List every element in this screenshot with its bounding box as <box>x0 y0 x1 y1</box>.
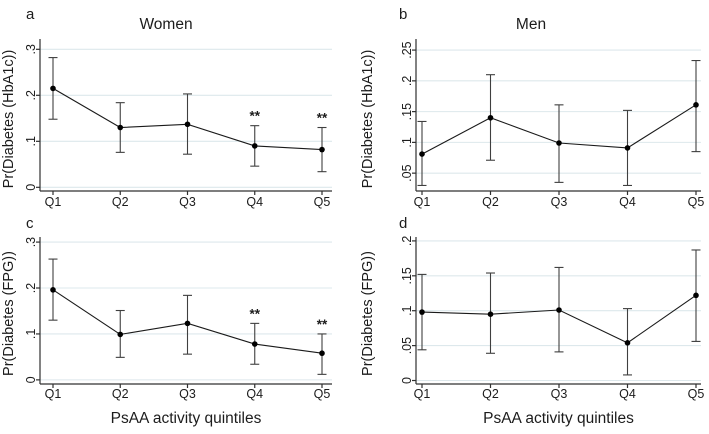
y-tick-label: .25 <box>400 41 414 58</box>
y-tick-label: .1 <box>24 136 38 146</box>
x-tick-label: Q3 <box>551 195 568 209</box>
y-tick-label: .1 <box>400 137 414 147</box>
x-tick-label: Q3 <box>551 387 568 401</box>
y-tick-label: .2 <box>24 283 38 293</box>
y-tick-label: .2 <box>400 76 414 86</box>
data-point-marker <box>556 140 562 146</box>
panel-title: Men <box>516 16 546 33</box>
data-point-marker <box>117 124 124 131</box>
data-point-marker <box>624 340 631 346</box>
x-tick-label: Q5 <box>688 387 705 401</box>
data-point-marker <box>487 311 494 317</box>
y-tick-label: .05 <box>400 164 414 181</box>
data-point-marker <box>693 102 699 108</box>
panel-d-men-fpg: 0 .05 .1 .15 .2 Q1 Q2 Q3 Q4 Q5 d Pr(Diabetes (FPG))… <box>360 215 705 427</box>
x-tick-label: Q1 <box>45 195 62 209</box>
x-axis-title: PsAA activity quintiles <box>111 410 262 427</box>
x-axis-title: PsAA activity quintiles <box>483 410 634 427</box>
y-axis-title: Pr(Diabetes (HbA1c)) <box>360 50 376 189</box>
y-axis-title: Pr(Diabetes (FPG)) <box>1 251 17 376</box>
y-axis-title: Pr(Diabetes (HbA1c)) <box>1 50 17 189</box>
data-point-marker <box>419 309 425 315</box>
y-tick-label: .1 <box>400 305 414 315</box>
x-tick-label: Q4 <box>619 387 636 401</box>
data-point-marker <box>50 287 56 293</box>
data-point-marker <box>251 143 258 149</box>
data-point-marker <box>184 121 191 128</box>
data-point-marker <box>693 292 699 299</box>
x-tick-label: Q3 <box>179 387 196 401</box>
panel-letter: a <box>26 6 35 23</box>
y-tick-label: 0 <box>24 376 38 383</box>
data-point-marker <box>117 331 124 338</box>
y-tick-label: .15 <box>400 267 414 284</box>
y-tick-label: .2 <box>24 90 38 100</box>
x-tick-label: Q3 <box>179 195 196 209</box>
y-tick-label: 0 <box>24 184 38 191</box>
data-point-marker <box>624 145 631 151</box>
x-tick-label: Q2 <box>482 195 499 209</box>
x-tick-label: Q4 <box>246 387 263 401</box>
panel-a-women-hba1c: 0 .1 .2 .3 Q1 Q2 Q3 Q4 Q5 ** ** a Women Pr(Diabetes (… <box>1 6 332 209</box>
x-tick-label: Q2 <box>112 387 129 401</box>
significance-marker: ** <box>249 306 260 321</box>
y-tick-label: .1 <box>24 329 38 339</box>
panel-title: Women <box>139 16 192 33</box>
data-point-marker <box>251 341 258 347</box>
significance-marker: ** <box>317 111 328 126</box>
x-tick-label: Q1 <box>414 387 431 401</box>
panel-letter: c <box>26 215 34 232</box>
y-tick-label: 0 <box>400 377 414 384</box>
y-tick-label: .05 <box>400 337 414 354</box>
x-tick-label: Q4 <box>619 195 636 209</box>
y-tick-label: .3 <box>24 237 38 247</box>
data-point-marker <box>50 85 56 92</box>
y-tick-label: .15 <box>400 103 414 120</box>
panel-c-women-fpg: 0 .1 .2 .3 Q1 Q2 Q3 Q4 Q5 ** ** c Pr(Diabetes (FPG))… <box>1 215 332 427</box>
y-tick-label: .2 <box>400 236 414 246</box>
x-tick-label: Q5 <box>314 387 331 401</box>
x-tick-label: Q1 <box>414 195 431 209</box>
y-tick-label: .3 <box>24 44 38 54</box>
data-point-marker <box>556 307 562 313</box>
data-point-marker <box>419 151 425 157</box>
x-tick-label: Q5 <box>314 195 331 209</box>
x-tick-label: Q2 <box>482 387 499 401</box>
x-tick-label: Q5 <box>688 195 705 209</box>
data-point-marker <box>319 350 325 357</box>
y-axis-title: Pr(Diabetes (FPG)) <box>360 251 376 376</box>
significance-marker: ** <box>249 109 260 124</box>
panel-letter: d <box>399 215 407 232</box>
x-tick-label: Q2 <box>112 195 129 209</box>
x-tick-label: Q1 <box>45 387 62 401</box>
panel-b-men-hba1c: .05 .1 .15 .2 .25 Q1 Q2 Q3 Q4 Q5 b Men Pr(Diabetes (… <box>360 6 705 209</box>
data-point-marker <box>487 114 494 121</box>
x-tick-label: Q4 <box>246 195 263 209</box>
data-point-marker <box>184 320 191 327</box>
panel-letter: b <box>399 6 407 23</box>
data-point-marker <box>319 146 325 153</box>
significance-marker: ** <box>317 317 328 332</box>
